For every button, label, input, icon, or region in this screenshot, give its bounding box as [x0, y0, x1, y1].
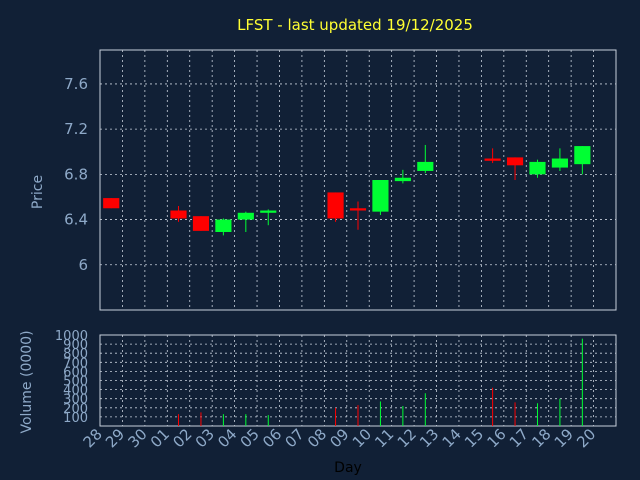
x-axis: 2829300102030405060708091011121314151617…	[80, 425, 600, 451]
price-tick-label: 7.6	[64, 75, 88, 93]
candle-body	[103, 198, 120, 209]
candle-body	[372, 180, 389, 212]
price-axis-label: Price	[30, 175, 46, 209]
volume-tick-label: 400	[63, 384, 88, 399]
candle-body	[260, 210, 277, 213]
candle-body	[551, 158, 568, 168]
volume-tick-label: 200	[63, 402, 88, 417]
candle-body	[574, 146, 591, 165]
candle-body	[215, 219, 232, 232]
candle-body	[529, 161, 546, 175]
volume-tick-label: 700	[63, 356, 88, 371]
candle-body	[349, 208, 367, 211]
price-tick-label: 6.4	[64, 211, 88, 229]
candle-body	[192, 216, 210, 231]
volume-tick-label: 300	[63, 393, 88, 408]
volume-tick-label: 100	[63, 411, 88, 426]
volume-tick-label: 500	[63, 375, 88, 390]
candle-body	[237, 212, 254, 220]
chart-title: LFST - last updated 19/12/2025	[237, 16, 473, 34]
volume-tick-label: 600	[63, 365, 88, 380]
x-axis-label: Day	[334, 460, 362, 476]
candle-body	[394, 177, 411, 182]
price-tick-label: 6.8	[64, 165, 88, 183]
x-tick-label: 20	[573, 425, 599, 451]
volume-tick-label: 800	[63, 347, 88, 362]
price-panel: 6 6.4 6.8 7.2 7.6	[64, 49, 617, 311]
volume-tick-label: 1000	[55, 329, 88, 344]
price-tick-label: 7.2	[64, 120, 88, 138]
candle-body	[327, 192, 344, 219]
candle-body	[417, 161, 434, 171]
volume-tick-label: 900	[63, 338, 88, 353]
candle-body	[170, 210, 187, 219]
price-tick-label: 6	[78, 256, 88, 274]
candle-body	[484, 158, 501, 161]
price-plot-frame	[99, 49, 617, 311]
volume-axis-label: Volume (0000)	[19, 330, 35, 433]
candle-body	[506, 157, 524, 166]
